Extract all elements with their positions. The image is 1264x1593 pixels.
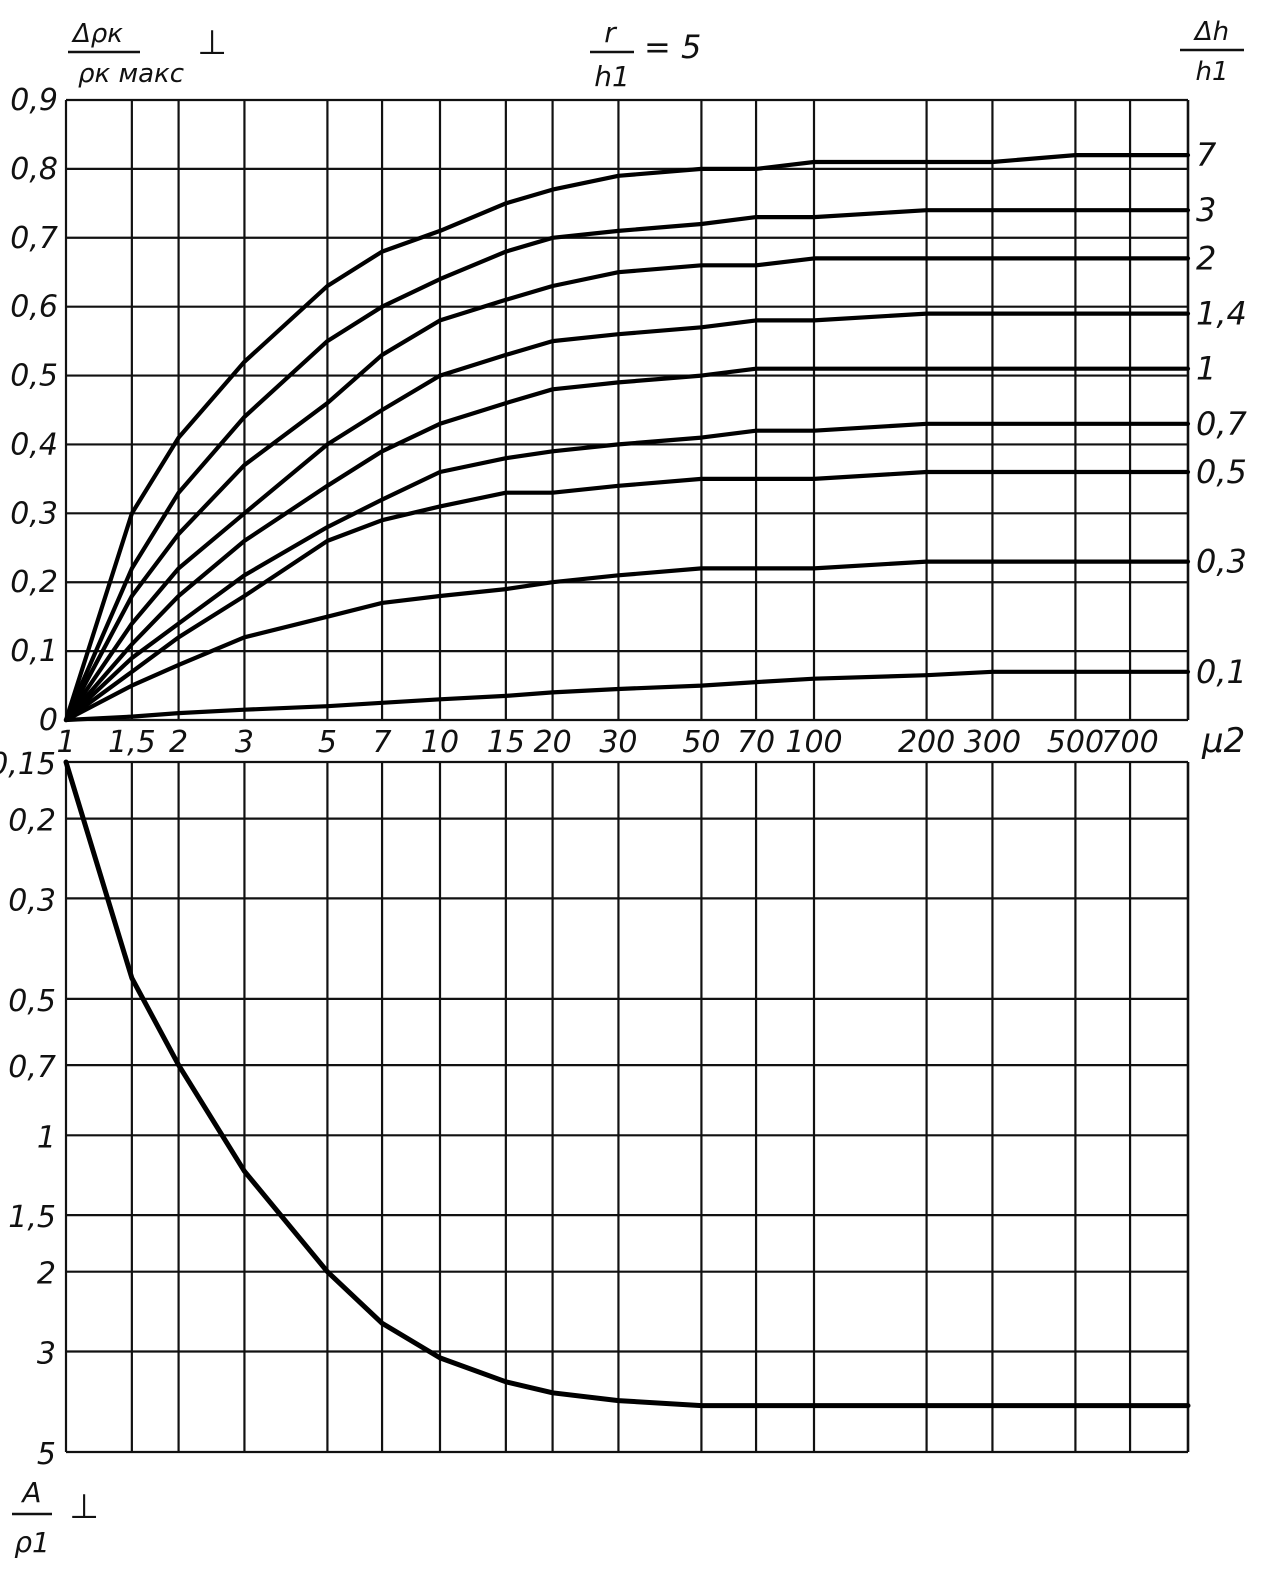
curve-dh-1 <box>63 366 1191 723</box>
curve-dh-1-4 <box>63 311 1191 723</box>
bottom-y-tick-label: 3 <box>37 1336 56 1371</box>
curve-label: 3 <box>1196 191 1216 229</box>
x-tick-label: 300 <box>964 725 1021 760</box>
x-tick-label: 50 <box>682 725 720 760</box>
curve-dh-0-3 <box>63 559 1191 723</box>
right-label-numerator: Δh <box>1193 17 1229 47</box>
bottom-y-tick-label: 0,5 <box>8 984 56 1019</box>
x-tick-label: 15 <box>487 725 525 760</box>
param-denominator: h1 <box>594 60 630 93</box>
x-tick-label: 1 <box>56 725 75 760</box>
top-y-tick-label: 0,1 <box>10 634 58 669</box>
curve-dh-0-7 <box>63 421 1191 723</box>
top-y-tick-label: 0,6 <box>10 290 58 325</box>
x-tick-label: 10 <box>421 725 459 760</box>
x-tick-label: 5 <box>318 725 337 760</box>
x-tick-label: 7 <box>373 725 392 760</box>
right-label-denominator: h1 <box>1195 57 1228 87</box>
top-y-tick-label: 0,3 <box>10 496 58 531</box>
top-y-label-numerator: Δρк <box>71 19 123 49</box>
top-y-label-denominator: ρк макс <box>78 59 184 89</box>
param-value: = 5 <box>644 28 701 66</box>
curve-label: 0,3 <box>1196 543 1247 581</box>
top-y-tick-label: 0,9 <box>10 83 58 118</box>
curve-label: 1,4 <box>1196 295 1247 333</box>
curve-a-over-rho1 <box>63 759 1191 1409</box>
x-tick-label: 700 <box>1101 725 1158 760</box>
x-tick-label: 200 <box>898 725 955 760</box>
x-tick-label: 30 <box>599 725 637 760</box>
curve-dh-7 <box>63 153 1191 723</box>
curve-dh-3 <box>63 208 1191 723</box>
bottom-y-tick-label: 1,5 <box>8 1200 56 1235</box>
x-tick-label: 3 <box>235 725 254 760</box>
top-y-tick-label: 0,4 <box>10 427 58 462</box>
x-tick-label: 2 <box>169 725 188 760</box>
bottom-y-tick-label: 0,3 <box>8 883 56 918</box>
bottom-y-tick-label: 1 <box>37 1120 56 1155</box>
bottom-y-tick-label: 5 <box>37 1437 56 1472</box>
top-y-tick-label: 0,5 <box>10 359 58 394</box>
top-y-tick-label: 0,8 <box>10 152 58 187</box>
top-y-tick-label: 0 <box>39 703 58 738</box>
x-tick-label: 500 <box>1047 725 1104 760</box>
curve-label: 7 <box>1196 136 1217 174</box>
curve-dh-0-1 <box>63 669 1191 723</box>
x-tick-label: 20 <box>533 725 571 760</box>
bottom-y-tick-label: 0,2 <box>8 804 56 839</box>
perpendicular-mark-top: ⊥ <box>197 23 227 63</box>
bottom-y-tick-label: 0,7 <box>8 1050 56 1085</box>
curve-label: 0,1 <box>1196 653 1247 691</box>
bottom-panel: 0,15 0,2 0,3 0,5 0,7 1 1,5 2 3 5 <box>0 747 1191 1472</box>
curve-label: 1 <box>1196 350 1216 388</box>
bottom-y-label-denominator: ρ1 <box>14 1526 50 1559</box>
top-panel: 00,10,20,30,40,50,60,70,80,91 1,5 2 3 5 7 10 15… <box>10 83 1247 760</box>
curve-dh-0-5 <box>63 469 1191 723</box>
curve-label: 2 <box>1196 239 1216 277</box>
curve-label: 0,5 <box>1196 453 1247 491</box>
x-axis-label: μ2 <box>1201 721 1245 761</box>
x-tick-label: 70 <box>737 725 775 760</box>
bottom-y-label-numerator: A <box>20 1476 41 1509</box>
curve-label: 0,7 <box>1196 405 1248 443</box>
x-tick-label: 1,5 <box>108 725 156 760</box>
x-tick-label: 100 <box>785 725 842 760</box>
curve-dh-2 <box>63 256 1191 723</box>
top-y-tick-label: 0,7 <box>10 221 58 256</box>
param-numerator: r <box>604 16 617 49</box>
perpendicular-mark-bottom: ⊥ <box>69 1487 99 1527</box>
top-y-tick-label: 0,2 <box>10 565 58 600</box>
bottom-y-tick-label: 2 <box>37 1257 56 1292</box>
bottom-y-tick-label: 0,15 <box>0 747 56 782</box>
